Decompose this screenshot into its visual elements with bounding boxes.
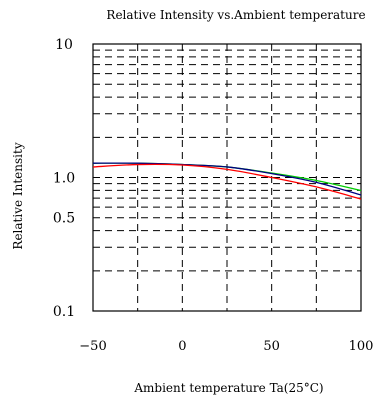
chart-title: Relative Intensity vs.Ambient temperatur… — [106, 8, 365, 22]
series-line — [92, 162, 362, 196]
y-axis-label: Relative Intensity — [11, 142, 25, 249]
x-tick-label: 50 — [263, 339, 280, 354]
x-tick-label: 100 — [349, 339, 374, 354]
y-tick-label: 0.5 — [53, 211, 75, 227]
plot-area — [92, 43, 362, 312]
y-tick-label: 10 — [55, 37, 73, 53]
y-tick-labels: 10 1.0 0.5 0.1 — [53, 37, 75, 320]
x-tick-label: −50 — [79, 339, 106, 354]
series-layer — [92, 162, 362, 200]
x-tick-labels: −50 0 50 100 — [79, 339, 373, 354]
y-tick-label: 1.0 — [53, 171, 75, 187]
series-line — [92, 163, 362, 200]
x-axis-label: Ambient temperature Ta(25°C) — [133, 381, 323, 395]
grid — [93, 44, 361, 311]
x-tick-label: 0 — [178, 339, 186, 354]
y-tick-label: 0.1 — [53, 304, 75, 320]
